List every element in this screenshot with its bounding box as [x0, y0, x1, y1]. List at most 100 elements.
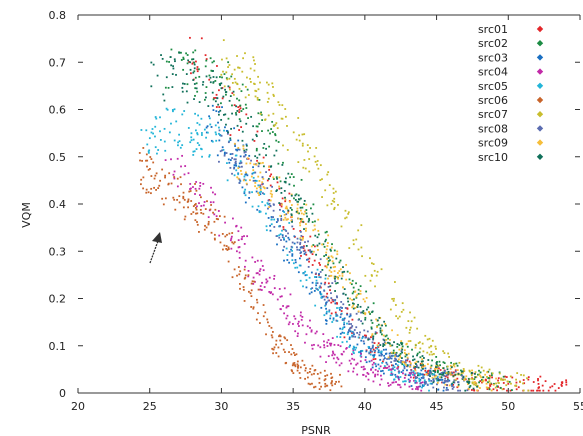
data-point	[487, 381, 489, 384]
data-point	[383, 339, 386, 342]
data-point	[285, 213, 288, 216]
data-point	[270, 173, 273, 176]
data-point	[313, 276, 316, 278]
data-point	[286, 254, 289, 256]
data-point	[242, 108, 245, 110]
data-point	[353, 352, 355, 355]
data-point	[238, 251, 241, 254]
data-point	[361, 337, 364, 340]
data-point	[324, 382, 327, 385]
data-point	[459, 389, 461, 392]
data-point	[223, 215, 226, 218]
data-point	[385, 348, 387, 351]
data-point	[364, 334, 366, 337]
data-point	[379, 383, 381, 386]
data-point	[282, 161, 284, 164]
data-point	[348, 336, 351, 339]
data-point	[282, 348, 285, 351]
data-point	[250, 306, 253, 308]
data-point	[544, 380, 547, 383]
data-point	[325, 322, 328, 325]
data-point	[195, 212, 197, 215]
data-point	[565, 383, 568, 386]
data-point	[173, 177, 176, 180]
data-point	[447, 372, 450, 375]
data-point	[163, 140, 166, 143]
data-point	[244, 265, 246, 268]
data-point	[362, 368, 365, 371]
data-point	[213, 220, 216, 223]
data-point	[487, 377, 490, 380]
data-point	[270, 128, 273, 130]
data-point	[336, 250, 339, 253]
data-point	[308, 257, 311, 260]
data-point	[231, 153, 234, 155]
data-point	[256, 272, 259, 274]
data-point	[299, 230, 302, 232]
data-point	[323, 298, 326, 301]
data-point	[391, 381, 394, 384]
data-point	[443, 352, 446, 354]
data-point	[305, 253, 308, 256]
data-point	[238, 129, 241, 131]
data-point	[270, 334, 273, 337]
data-point	[330, 292, 332, 295]
data-point	[424, 367, 427, 370]
data-point	[233, 174, 236, 177]
data-point	[360, 311, 362, 314]
data-point	[266, 187, 269, 190]
data-point	[152, 132, 155, 135]
data-point	[417, 388, 419, 391]
data-point	[318, 286, 321, 289]
data-point	[236, 176, 239, 179]
data-point	[304, 229, 307, 232]
data-point	[329, 266, 332, 269]
data-point	[212, 201, 215, 204]
data-point	[472, 378, 475, 381]
data-point	[419, 364, 422, 366]
data-point	[273, 154, 276, 157]
data-point	[365, 375, 367, 378]
data-point	[258, 153, 261, 156]
data-point	[313, 372, 315, 375]
data-point	[383, 354, 386, 357]
data-point	[393, 359, 396, 362]
data-point	[225, 91, 228, 93]
data-point	[252, 179, 255, 182]
data-point	[217, 103, 220, 106]
data-point	[236, 83, 239, 86]
data-point	[164, 86, 167, 89]
data-point	[456, 377, 459, 380]
data-point	[289, 176, 292, 179]
data-point	[390, 361, 393, 364]
data-point	[333, 249, 336, 252]
data-point	[301, 133, 304, 136]
data-point	[231, 92, 234, 95]
data-point	[410, 369, 413, 372]
data-point	[251, 138, 254, 141]
data-point	[254, 171, 257, 174]
data-point	[139, 183, 142, 186]
data-point	[324, 240, 327, 243]
data-point	[195, 82, 198, 85]
data-point	[254, 89, 257, 92]
data-point	[392, 352, 395, 355]
data-point	[308, 276, 311, 279]
data-point	[293, 235, 296, 238]
data-point	[164, 149, 167, 152]
data-point	[221, 106, 223, 109]
data-point	[304, 270, 307, 273]
data-point	[150, 192, 152, 195]
data-point	[438, 367, 440, 370]
data-point	[227, 158, 230, 161]
data-point	[328, 309, 331, 312]
data-point	[230, 127, 233, 130]
data-point	[537, 377, 539, 380]
data-point	[283, 287, 286, 290]
data-point	[436, 381, 439, 384]
data-point	[342, 266, 344, 269]
data-point	[480, 378, 483, 381]
data-point	[389, 374, 392, 376]
data-point	[330, 246, 333, 249]
data-point	[437, 369, 439, 372]
